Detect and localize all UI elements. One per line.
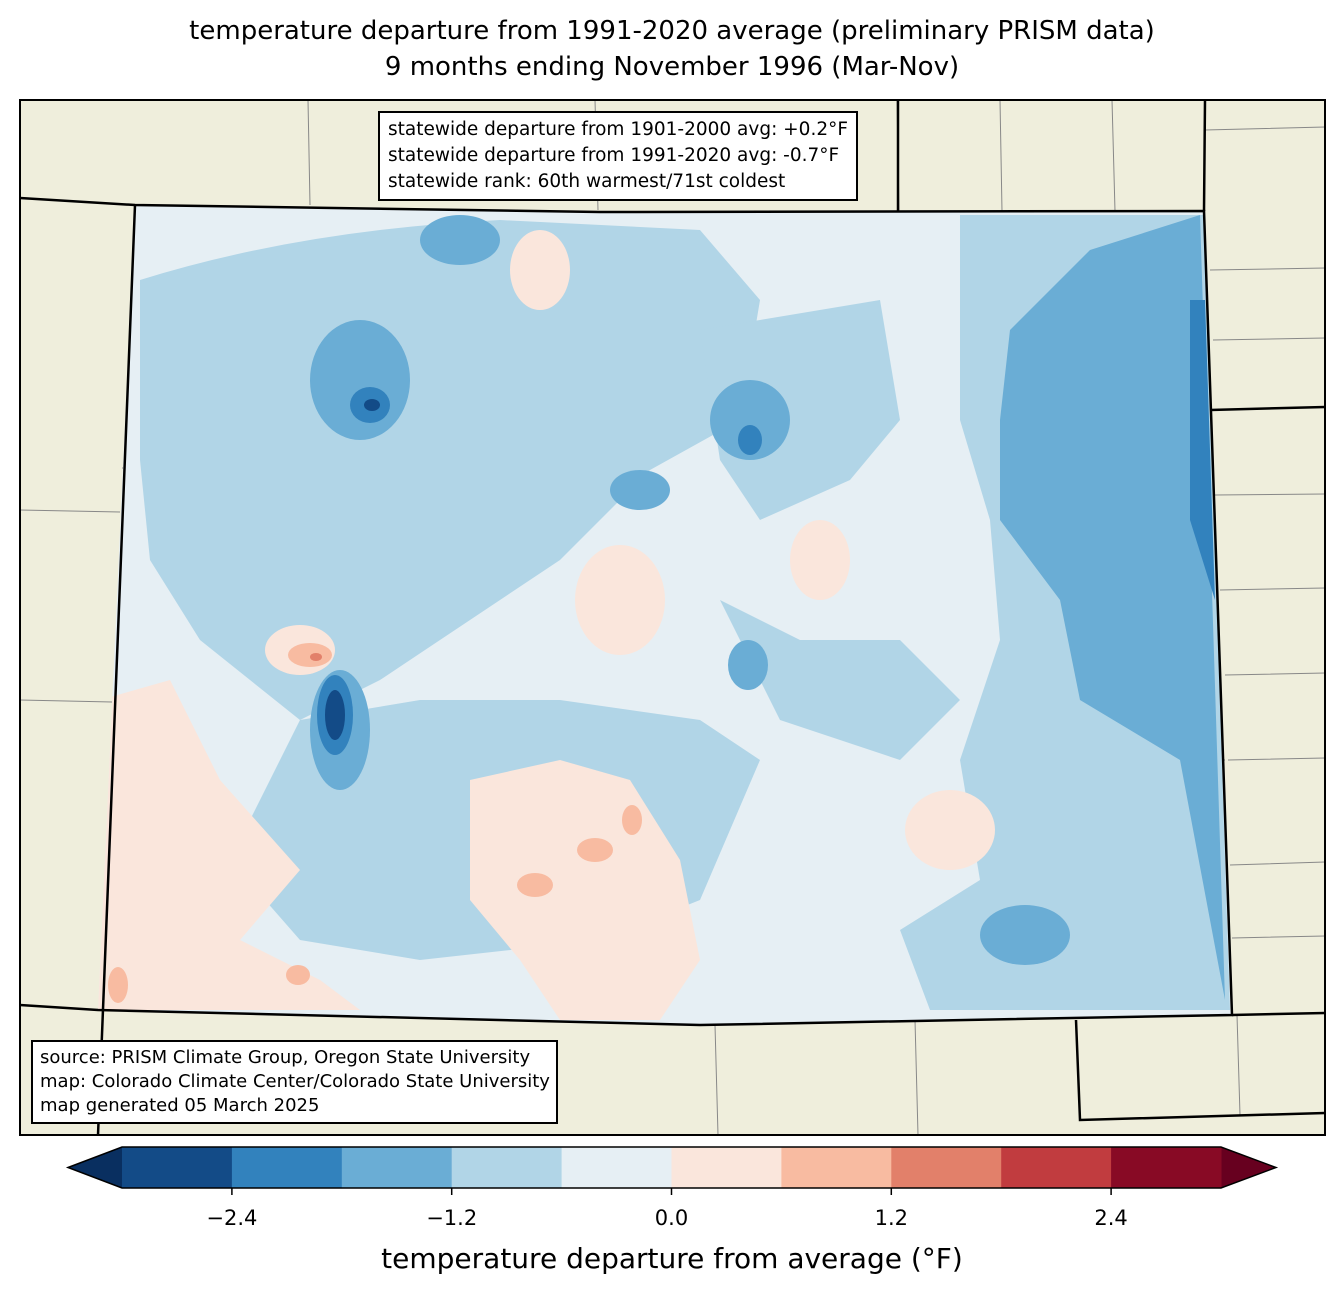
colorbar-bin: [561, 1147, 672, 1188]
statewide-stats-box: statewide departure from 1901-2000 avg: …: [378, 111, 858, 201]
colorbar-bin: [1111, 1147, 1222, 1188]
colorbar-bin: [341, 1147, 453, 1188]
colorbar-bin: [671, 1147, 782, 1188]
colorbar-bin: [781, 1147, 892, 1188]
colorbar-tick-label: −1.2: [426, 1206, 478, 1230]
colorbar-outline: [65, 1146, 1279, 1189]
state-border: [19, 196, 1234, 1027]
credits-line-3: map generated 05 March 2025: [40, 1095, 320, 1116]
colorbar-bin: [122, 1147, 233, 1188]
stats-line-2: statewide departure from 1991-2020 avg: …: [388, 145, 840, 166]
credits-line-1: source: PRISM Climate Group, Oregon Stat…: [40, 1047, 531, 1068]
stats-line-1: statewide departure from 1901-2000 avg: …: [388, 119, 848, 140]
colorbar-tick-label: 1.2: [874, 1206, 908, 1230]
map-frame: [19, 99, 1326, 1136]
colorbar-bin: [231, 1147, 343, 1188]
colorbar-tick-label: 0.0: [654, 1206, 689, 1230]
stats-line-3: statewide rank: 60th warmest/71st coldes…: [388, 171, 786, 192]
colorbar-tick-label: −2.4: [206, 1206, 258, 1230]
colorbar: [65, 1146, 1279, 1195]
colorbar-tick-label: 2.4: [1094, 1206, 1128, 1230]
colorbar-label: temperature departure from average (°F): [381, 1242, 963, 1275]
credits-line-2: map: Colorado Climate Center/Colorado St…: [40, 1071, 550, 1092]
colorbar-extend-low: [68, 1147, 122, 1188]
map-title-line1: temperature departure from 1991-2020 ave…: [189, 16, 1155, 46]
neighbor-state-borders: [96, 99, 1326, 1136]
temperature-contours: [98, 215, 1230, 1020]
colorbar-extend-high: [1221, 1147, 1276, 1188]
colorbar-bin: [451, 1147, 563, 1188]
colorbar-bin: [891, 1147, 1002, 1188]
colorbar-bin: [1001, 1147, 1112, 1188]
map-title-line2: 9 months ending November 1996 (Mar-Nov): [384, 52, 960, 82]
credits-box: source: PRISM Climate Group, Oregon Stat…: [31, 1040, 558, 1124]
